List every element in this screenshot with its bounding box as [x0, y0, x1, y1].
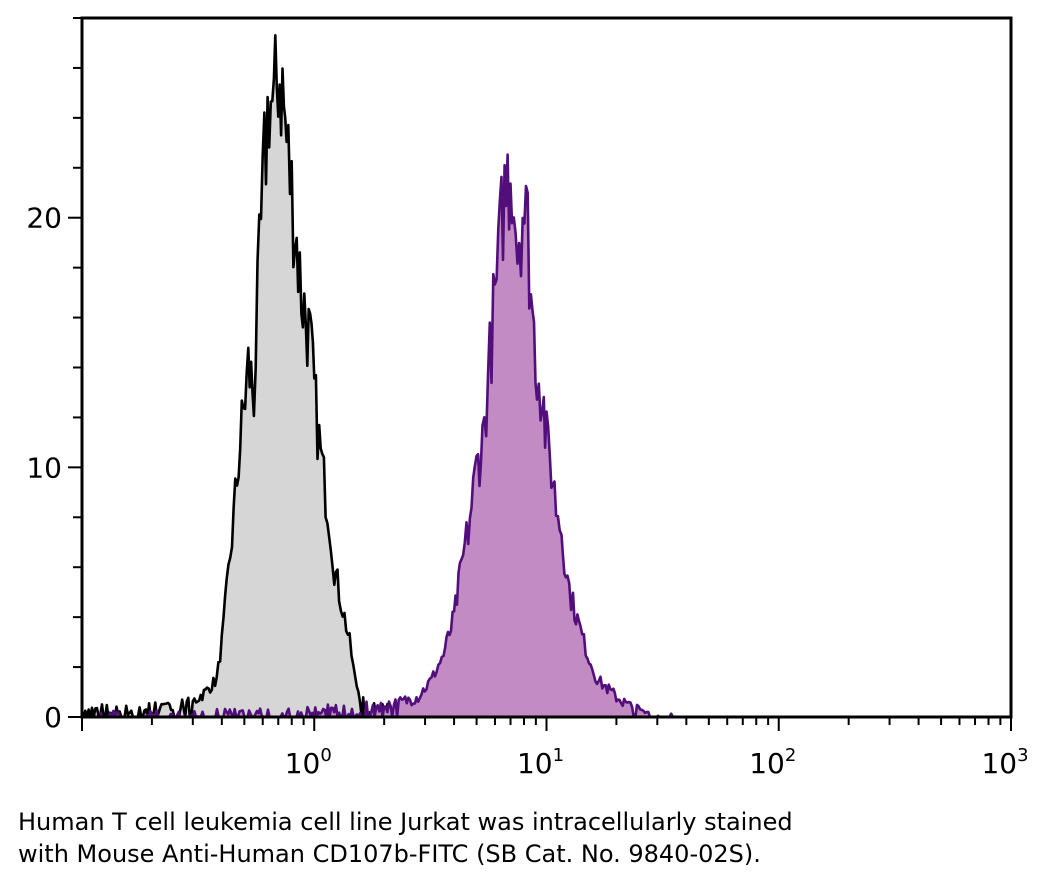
- caption-line-2: with Mouse Anti-Human CD107b-FITC (SB Ca…: [18, 838, 1028, 870]
- x-tick-label: 102: [749, 745, 796, 780]
- series-1-fill: [100, 155, 673, 717]
- y-tick-label: 20: [26, 202, 62, 235]
- y-tick-label: 10: [26, 451, 62, 484]
- histogram-chart: 0 10 20 100 101 102 103: [0, 0, 1043, 800]
- series-layer: [82, 35, 673, 717]
- x-tick-label: 101: [517, 745, 564, 780]
- y-tick-label: 0: [44, 701, 62, 734]
- series-0-fill: [82, 35, 441, 717]
- figure-caption: Human T cell leukemia cell line Jurkat w…: [18, 806, 1028, 870]
- series-1-line: [100, 155, 673, 717]
- caption-line-1: Human T cell leukemia cell line Jurkat w…: [18, 806, 1028, 838]
- x-tick-label: 103: [981, 745, 1028, 780]
- x-tick-label: 100: [285, 745, 332, 780]
